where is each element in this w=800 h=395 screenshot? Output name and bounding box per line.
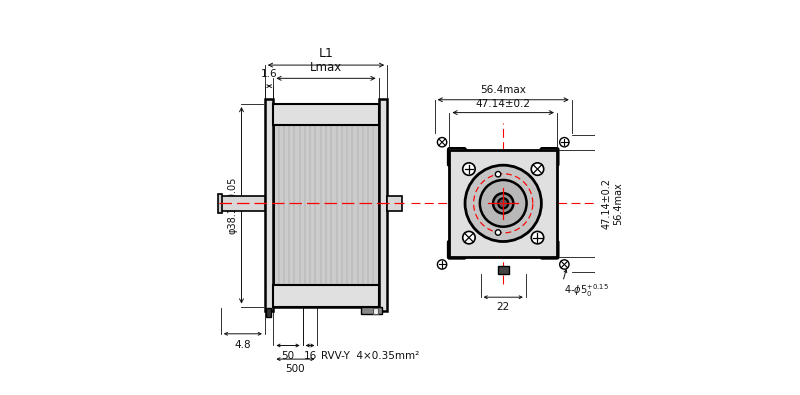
Circle shape — [531, 163, 544, 175]
Bar — [265, 100, 274, 311]
Text: 22: 22 — [497, 302, 510, 312]
Bar — [274, 285, 378, 307]
Bar — [373, 308, 378, 314]
Circle shape — [465, 165, 542, 241]
FancyBboxPatch shape — [448, 148, 466, 166]
Bar — [266, 308, 271, 317]
Bar — [361, 307, 382, 314]
FancyBboxPatch shape — [541, 148, 558, 166]
Bar — [450, 150, 557, 257]
Circle shape — [493, 193, 514, 213]
FancyBboxPatch shape — [448, 241, 466, 259]
Text: 500: 500 — [286, 364, 306, 374]
Circle shape — [560, 137, 569, 147]
Bar — [378, 100, 387, 311]
Text: Lmax: Lmax — [310, 62, 342, 74]
Circle shape — [560, 260, 569, 269]
Bar — [274, 104, 378, 307]
Circle shape — [495, 230, 501, 235]
Circle shape — [438, 260, 446, 269]
Circle shape — [462, 163, 475, 175]
Text: φ38.1±0.05: φ38.1±0.05 — [228, 177, 238, 234]
Circle shape — [462, 231, 475, 244]
FancyBboxPatch shape — [541, 241, 558, 259]
Bar — [498, 266, 509, 274]
Text: 56.4max: 56.4max — [480, 85, 526, 95]
Circle shape — [498, 198, 508, 209]
Bar — [218, 194, 222, 213]
Circle shape — [495, 171, 501, 177]
Bar — [387, 196, 402, 211]
Text: 47.14±0.2: 47.14±0.2 — [476, 99, 530, 109]
Text: 4-$\phi$5$^{+0.15}_{0}$: 4-$\phi$5$^{+0.15}_{0}$ — [563, 282, 608, 299]
Text: 47.14±0.2: 47.14±0.2 — [602, 178, 612, 229]
Text: 56.4max: 56.4max — [614, 182, 623, 225]
Text: 1.6: 1.6 — [261, 69, 278, 79]
Circle shape — [531, 231, 544, 244]
Text: 16: 16 — [303, 350, 317, 361]
Text: L1: L1 — [318, 47, 334, 60]
Text: 50: 50 — [282, 350, 294, 361]
Circle shape — [438, 137, 446, 147]
Bar — [221, 196, 265, 211]
Text: RVV-Y  4×0.35mm²: RVV-Y 4×0.35mm² — [321, 350, 419, 361]
Text: 4.8: 4.8 — [234, 340, 251, 350]
Bar — [274, 104, 378, 126]
Circle shape — [480, 180, 526, 227]
